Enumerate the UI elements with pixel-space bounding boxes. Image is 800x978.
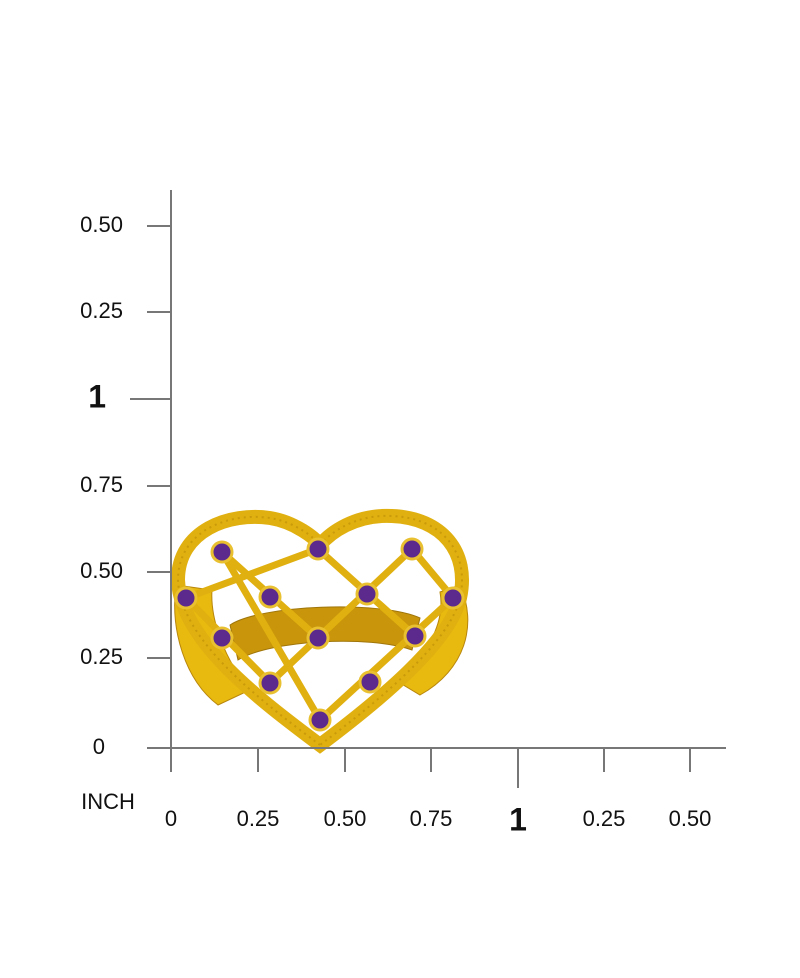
x-label: 0.25 (237, 806, 280, 831)
x-label: 0.75 (410, 806, 453, 831)
x-label: 0.50 (324, 806, 367, 831)
x-label: 0.25 (583, 806, 626, 831)
x-label: 0 (165, 806, 177, 831)
x-label: 1 (509, 801, 527, 837)
y-label: 0.25 (80, 644, 123, 669)
y-label: 0.25 (80, 298, 123, 323)
y-label: 0.50 (80, 212, 123, 237)
ring (170, 508, 469, 754)
x-label: 0.50 (669, 806, 712, 831)
unit-label: INCH (81, 789, 135, 814)
y-label: 0.75 (80, 472, 123, 497)
y-label: 0 (93, 734, 105, 759)
y-label: 0.50 (80, 558, 123, 583)
y-label: 1 (88, 378, 106, 414)
ruler: 0.50 0.25 1 0.75 0.50 0.25 0 INCH 0 0.25… (80, 190, 726, 837)
